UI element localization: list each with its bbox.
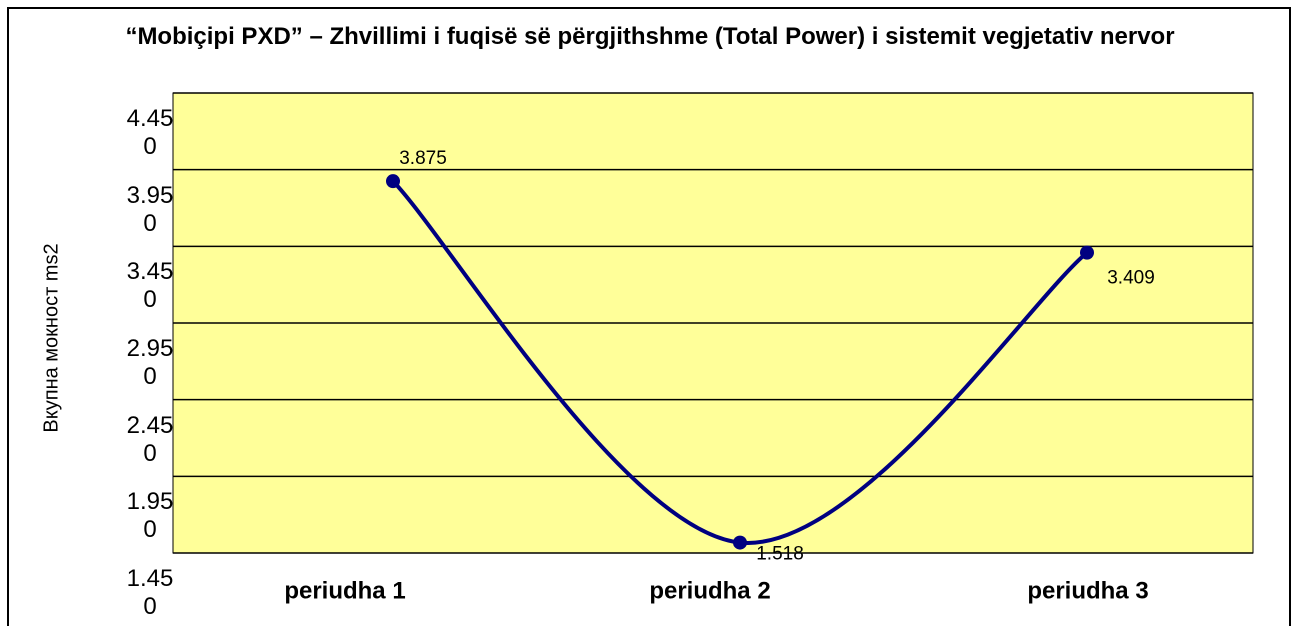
x-tick-label: periudha 2 bbox=[649, 577, 770, 604]
data-point bbox=[733, 535, 747, 550]
x-tick-label: periudha 3 bbox=[1027, 577, 1148, 604]
y-tick-label: 2.450 bbox=[126, 411, 174, 467]
y-tick-label: 2.950 bbox=[126, 335, 174, 390]
y-tick-label: 3.950 bbox=[126, 181, 174, 237]
data-point bbox=[386, 174, 400, 189]
y-tick-label: 1.950 bbox=[126, 488, 174, 544]
y-tick-label: 1.450 bbox=[126, 565, 174, 620]
chart-title: “Mobiçipi PXD” – Zhvillimi i fuqisë së p… bbox=[125, 23, 1175, 50]
data-point bbox=[1080, 245, 1094, 260]
x-tick-label: periudha 1 bbox=[284, 577, 405, 604]
y-tick-label: 4.450 bbox=[126, 105, 174, 160]
data-label: 1.518 bbox=[756, 544, 804, 565]
data-label: 3.875 bbox=[399, 148, 447, 169]
y-axis-label: Вкупна мокност ms2 bbox=[40, 243, 62, 432]
data-label: 3.409 bbox=[1107, 268, 1155, 289]
y-tick-label: 3.450 bbox=[126, 258, 174, 314]
